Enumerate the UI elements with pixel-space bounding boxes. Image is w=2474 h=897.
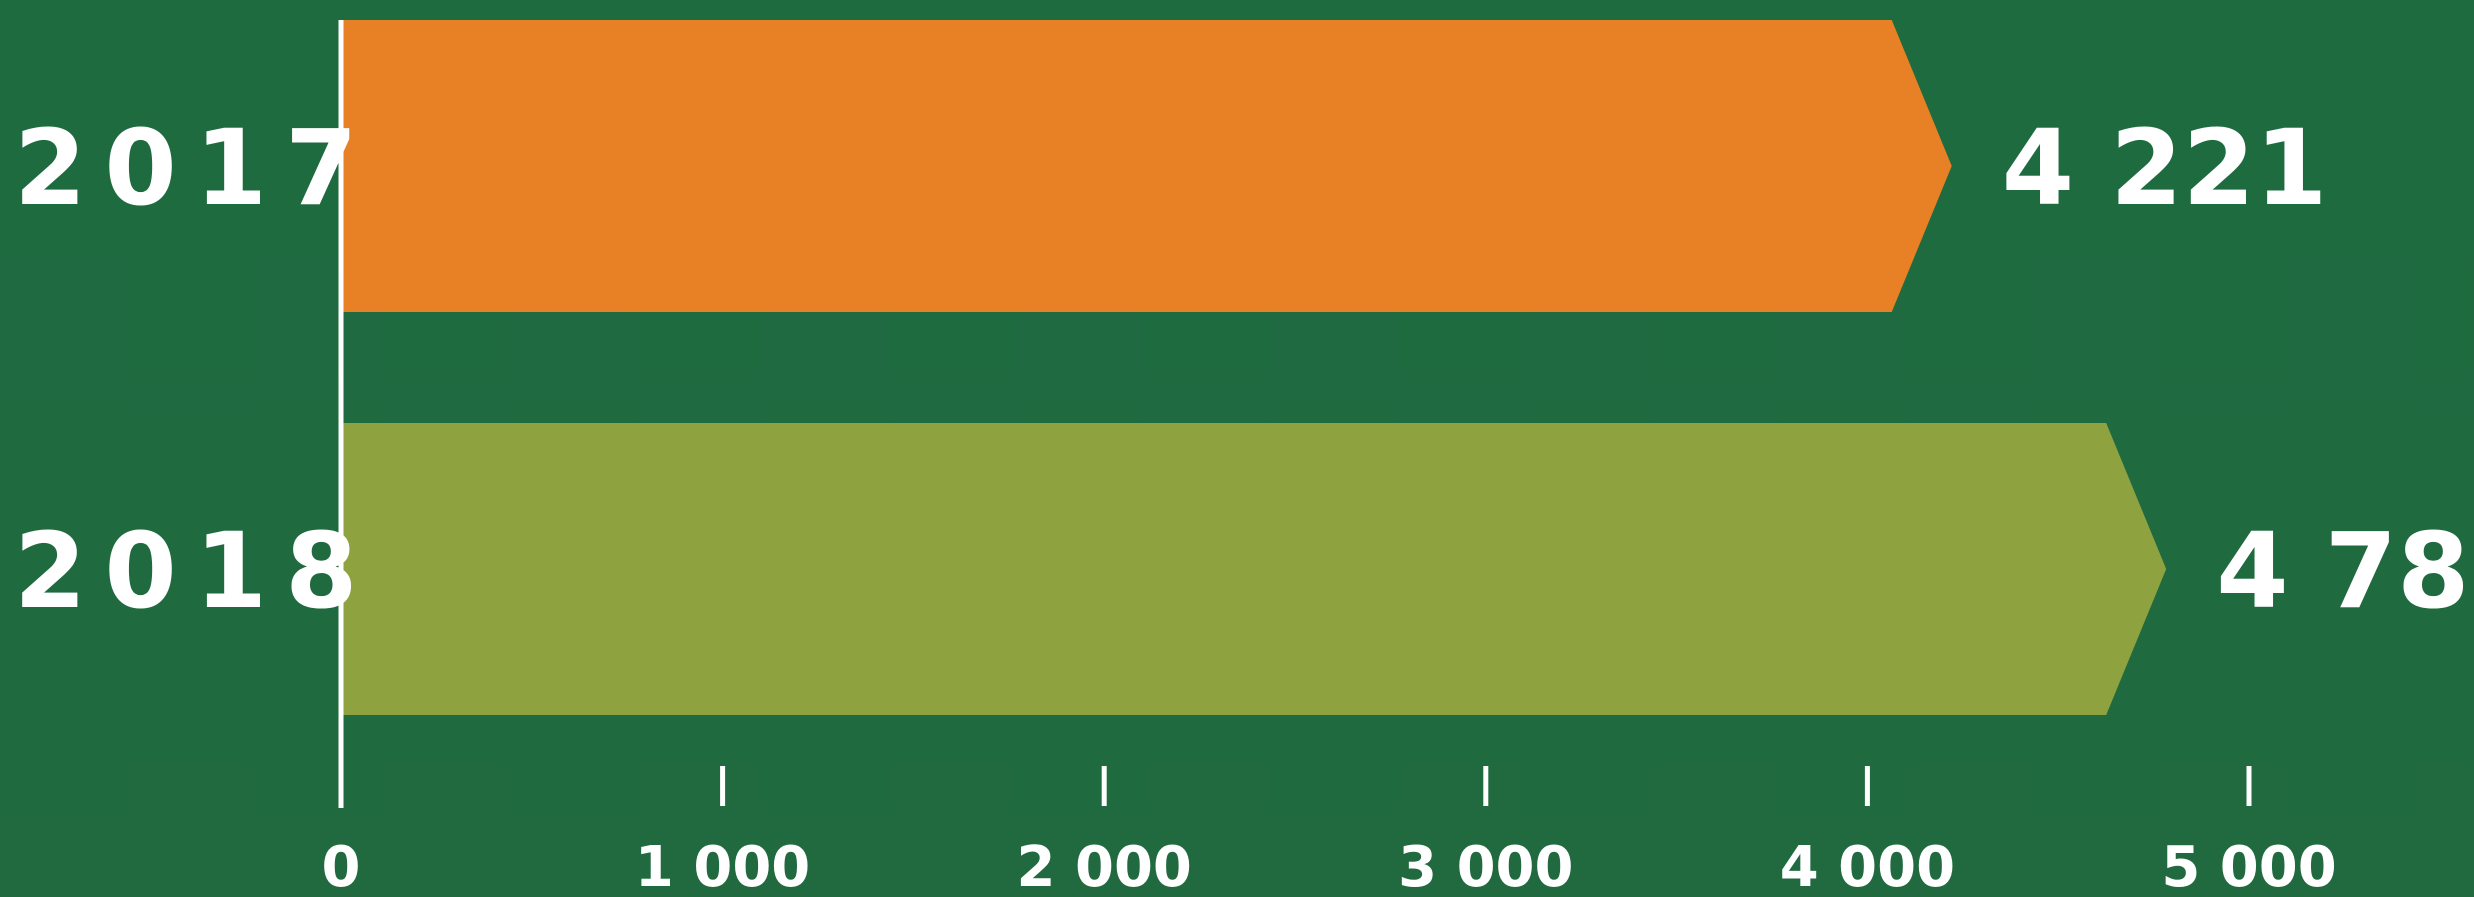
bar-2017 [343, 20, 1952, 312]
category-labels: 2017 2018 [14, 107, 375, 632]
bars-layer [343, 20, 2167, 715]
bar-2018 [343, 423, 2167, 715]
x-axis-ticks: 0 1 000 2 000 3 000 4 000 5 000 [322, 766, 2337, 897]
x-tick-label-3000: 3 000 [1398, 835, 1573, 897]
x-tick-label-5000: 5 000 [2161, 835, 2336, 897]
x-tick-label-0: 0 [322, 835, 361, 897]
category-label-2017: 2017 [14, 107, 375, 229]
category-label-2018: 2018 [14, 510, 375, 632]
x-tick-label-2000: 2 000 [1017, 835, 1192, 897]
value-label-2017: 4 221 [2002, 107, 2328, 229]
x-tick-label-1000: 1 000 [635, 835, 810, 897]
value-label-2018: 4 783 [2216, 510, 2474, 632]
x-tick-label-4000: 4 000 [1780, 835, 1955, 897]
value-labels: 4 221 4 783 [2002, 107, 2474, 632]
